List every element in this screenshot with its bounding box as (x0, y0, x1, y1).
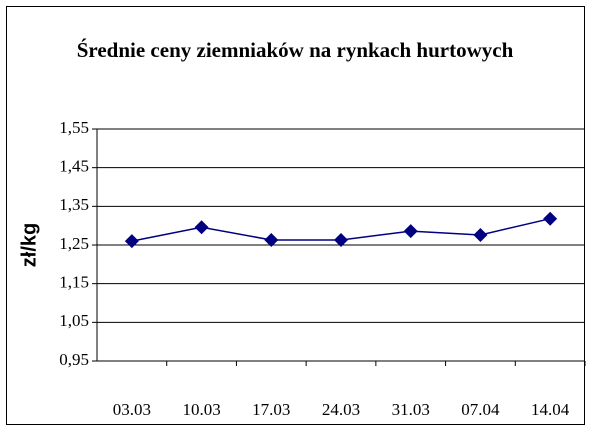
x-tick-label: 03.03 (113, 400, 151, 419)
marker (473, 227, 488, 242)
marker (543, 211, 558, 226)
y-tick-label: 1,05 (59, 311, 89, 330)
marker (334, 232, 348, 247)
y-axis-label: zł/kg (18, 223, 40, 267)
marker (124, 234, 139, 249)
y-tick-label: 1,35 (59, 195, 89, 214)
y-tick-label: 1,15 (59, 273, 89, 292)
y-tick-label: 1,25 (59, 234, 89, 253)
x-tick-label: 10.03 (182, 400, 220, 419)
marker (194, 220, 209, 235)
marker (264, 232, 279, 247)
x-tick-label: 31.03 (392, 400, 430, 419)
y-tick-label: 1,45 (59, 157, 89, 176)
chart-title: Średnie ceny ziemniaków na rynkach hurto… (76, 38, 514, 62)
y-tick-label: 1,55 (59, 118, 89, 137)
x-tick-label: 24.03 (322, 400, 360, 419)
x-tick-label: 14.04 (531, 400, 570, 419)
x-tick-label: 07.04 (461, 400, 500, 419)
x-tick-label: 17.03 (252, 400, 290, 419)
marker (403, 224, 418, 239)
chart-border (6, 6, 585, 425)
y-tick-label: 0,95 (59, 350, 89, 369)
